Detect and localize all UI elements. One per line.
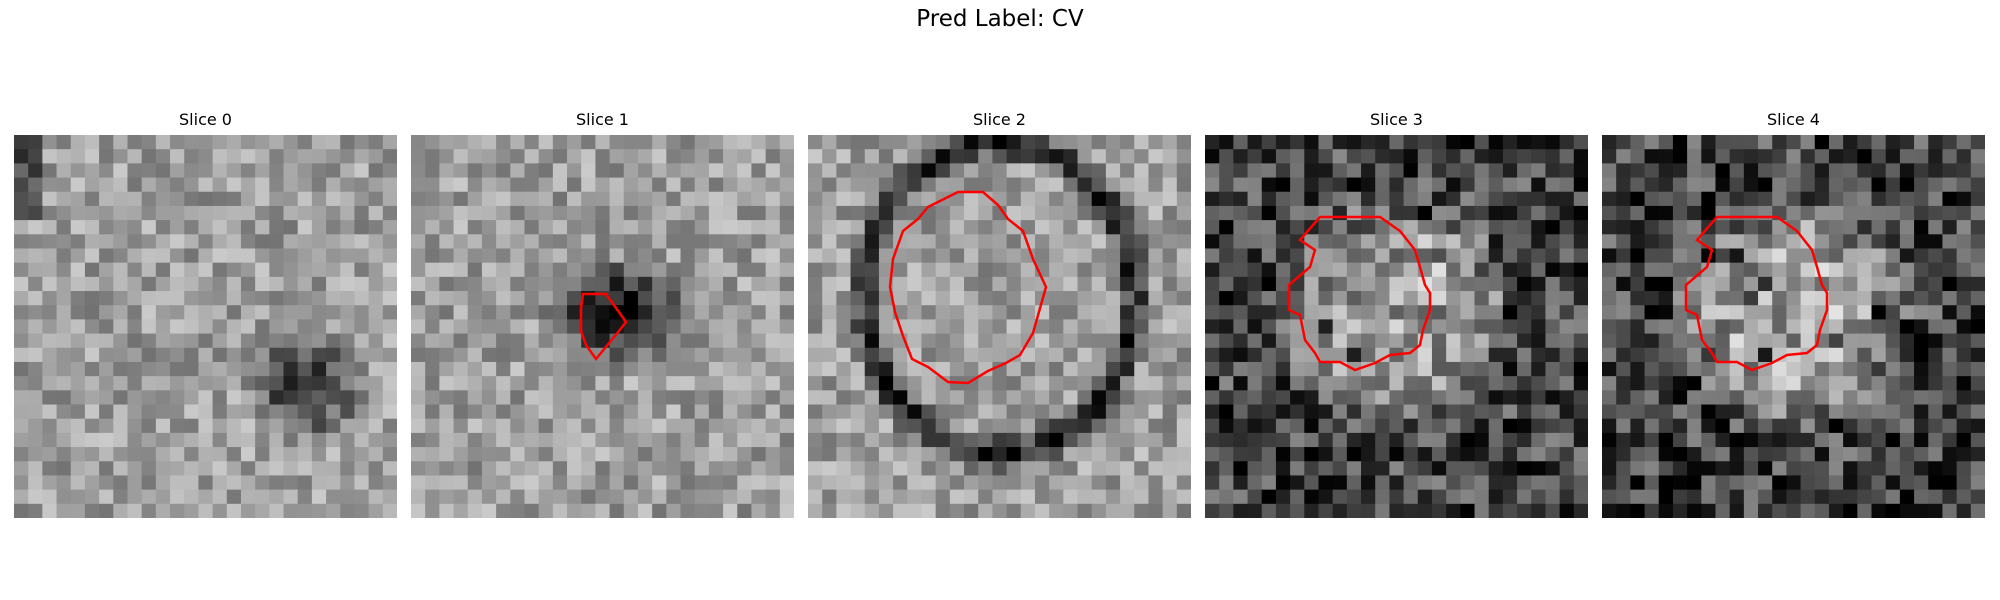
panel-title: Slice 2 (973, 110, 1026, 129)
figure-title: Pred Label: CV (916, 6, 1084, 32)
panel-slice-0: Slice 0 (14, 108, 397, 518)
slice-image (411, 135, 794, 518)
panel-slice-2: Slice 2 (808, 108, 1191, 518)
slice-image (808, 135, 1191, 518)
segmentation-contour (579, 292, 628, 362)
panel-slice-1: Slice 1 (411, 108, 794, 518)
slice-image (14, 135, 397, 518)
panel-slice-3: Slice 3 (1205, 108, 1588, 518)
slice-image (1602, 135, 1985, 518)
segmentation-contour (1287, 215, 1432, 372)
slice-image (1205, 135, 1588, 518)
panel-title: Slice 0 (179, 110, 232, 129)
segmentation-contour (1684, 215, 1829, 372)
panel-title: Slice 4 (1767, 110, 1820, 129)
panel-title: Slice 1 (576, 110, 629, 129)
panel-slice-4: Slice 4 (1602, 108, 1985, 518)
panel-title: Slice 3 (1370, 110, 1423, 129)
segmentation-contour (888, 190, 1048, 385)
